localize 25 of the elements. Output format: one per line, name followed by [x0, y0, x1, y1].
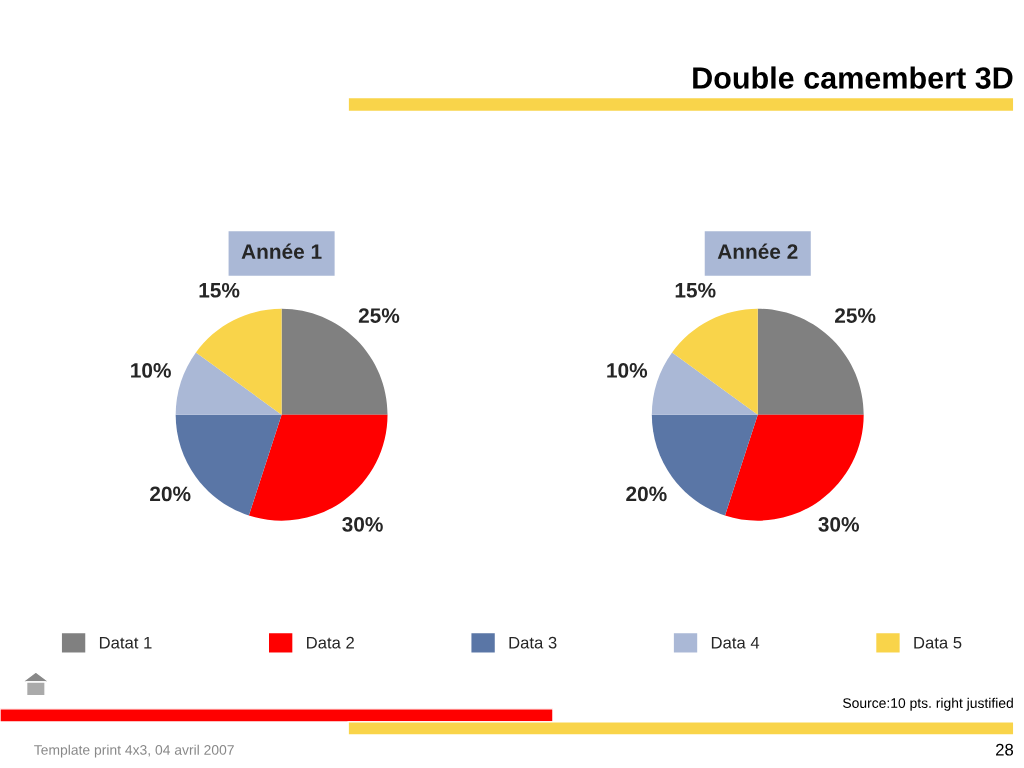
data-label: 30%: [818, 516, 859, 532]
pie-slice: [651, 352, 758, 415]
data-label: 20%: [626, 486, 667, 502]
legend-label: Data 2: [307, 636, 354, 649]
data-label: 15%: [199, 282, 240, 298]
legend-label: Datat 1: [99, 636, 152, 649]
legend-label: Data 3: [509, 636, 557, 649]
legend-label: Data 4: [711, 636, 760, 649]
legend-label: Data 5: [914, 636, 962, 649]
pie-slice: [195, 308, 282, 415]
data-label: 20%: [150, 486, 191, 502]
text: 28: [996, 743, 1014, 756]
data-label: 15%: [675, 282, 716, 298]
chart-title: Année 2: [717, 243, 798, 260]
text: Double camembert 3D: [693, 66, 1013, 89]
data-label: 25%: [358, 308, 400, 323]
data-label: 30%: [342, 516, 383, 532]
pie-slice: [672, 308, 758, 415]
data-label: 10%: [607, 363, 648, 378]
chart-title: Année 1: [241, 243, 322, 260]
pie-slice: [175, 352, 282, 415]
data-label: 10%: [131, 363, 171, 378]
source-note: Source:10 pts. right justified: [843, 697, 1013, 711]
text: Template print 4x3, 04 avril 2007: [34, 744, 234, 758]
data-label: 25%: [835, 308, 876, 323]
